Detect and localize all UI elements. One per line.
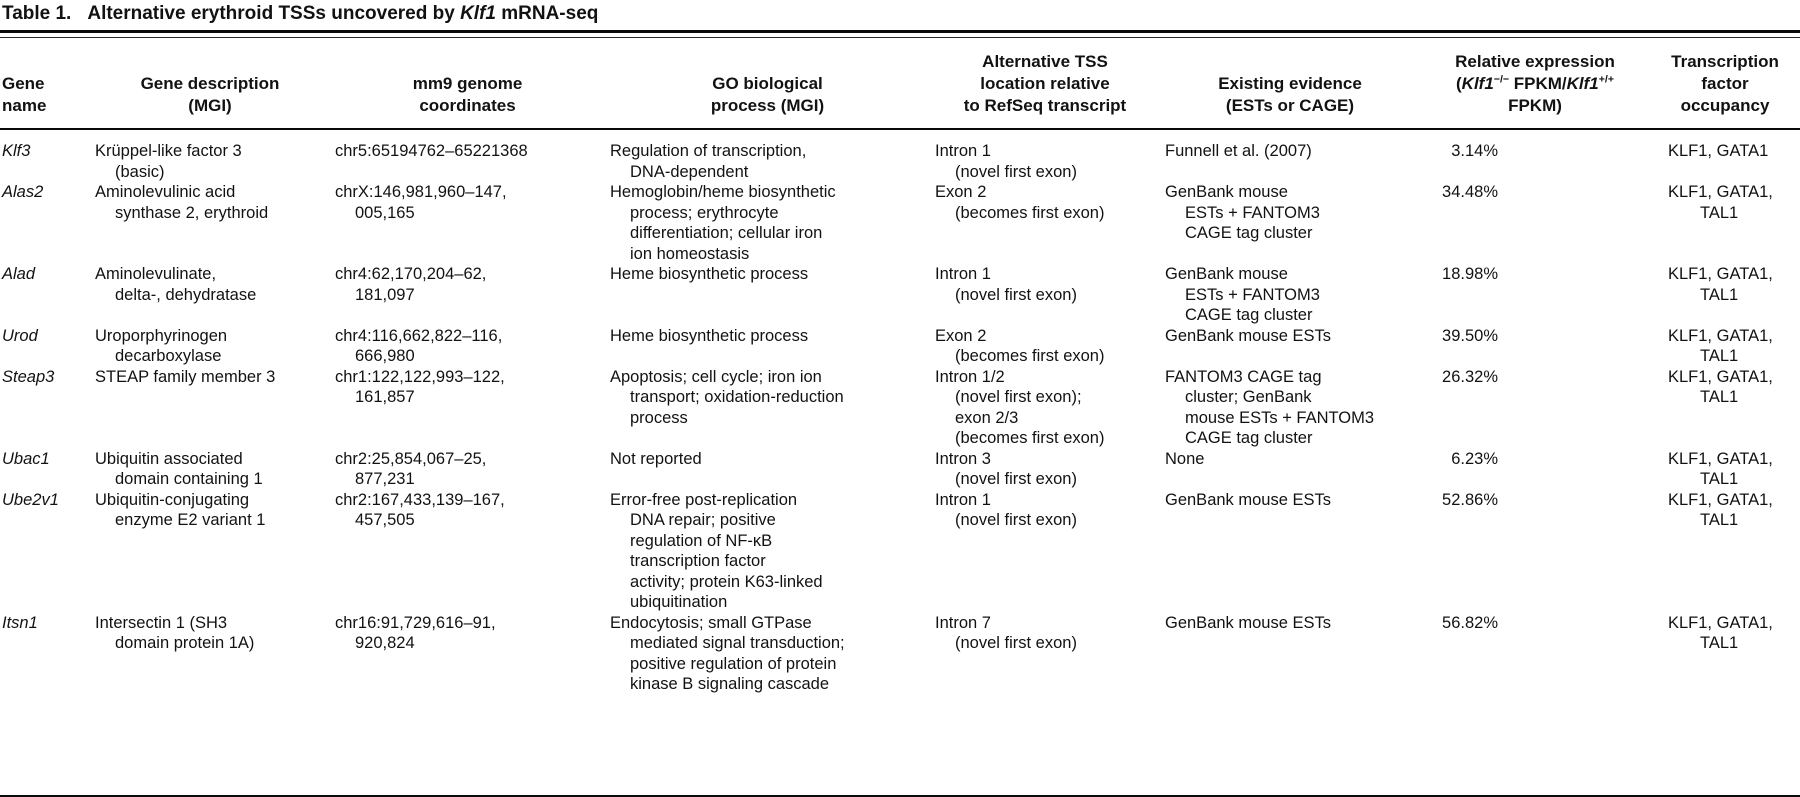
header-row: Gene name Gene description (MGI) mm9 gen… bbox=[0, 38, 1800, 130]
tss-location-cell: Intron 1 (novel first exon) bbox=[935, 142, 1077, 181]
gene-name-cell: Itsn1 bbox=[2, 613, 38, 632]
go-process-cell: Endocytosis; small GTPase mediated signa… bbox=[610, 613, 845, 694]
genome-coordinates-cell: chr4:62,170,204–62, 181,097 bbox=[335, 265, 487, 304]
genome-coordinates-cell: chr4:116,662,822–116, 666,980 bbox=[335, 326, 503, 366]
rel-expr-mid: FPKM/ bbox=[1509, 74, 1567, 93]
rel-expr-gene1-italic: Klf1 bbox=[1461, 74, 1494, 93]
relative-expression-cell: 34.48% bbox=[1442, 183, 1498, 201]
tss-location-cell: Intron 3 (novel first exon) bbox=[935, 449, 1077, 489]
genome-coordinates-cell: chr5:65194762–65221368 bbox=[335, 142, 528, 160]
table-row: Urod Uroporphyrinogen decarboxylase chr4… bbox=[0, 326, 1800, 367]
gene-description-cell: STEAP family member 3 bbox=[95, 367, 276, 386]
go-process-cell: Apoptosis; cell cycle; iron ion transpor… bbox=[610, 367, 844, 427]
gene-name-cell: Steap3 bbox=[2, 367, 55, 386]
genome-coordinates-cell: chr2:25,854,067–25, 877,231 bbox=[335, 449, 487, 489]
table-row: Klf3 Krüppel-like factor 3 (basic) chr5:… bbox=[0, 129, 1800, 182]
table-header: Gene name Gene description (MGI) mm9 gen… bbox=[0, 38, 1800, 130]
existing-evidence-cell: FANTOM3 CAGE tag cluster; GenBank mouse … bbox=[1165, 367, 1375, 448]
go-process-cell: Heme biosynthetic process bbox=[610, 265, 809, 283]
existing-evidence-cell: GenBank mouse ESTs bbox=[1165, 326, 1331, 345]
existing-evidence-cell: GenBank mouse ESTs + FANTOM3 CAGE tag cl… bbox=[1165, 265, 1320, 324]
table-row: Alad Aminolevulinate, delta-, dehydratas… bbox=[0, 264, 1800, 326]
rel-expr-gene2-italic: Klf1 bbox=[1566, 74, 1599, 93]
table-row: Ube2v1 Ubiquitin-conjugating enzyme E2 v… bbox=[0, 490, 1800, 613]
tf-occupancy-cell: KLF1, GATA1, TAL1 bbox=[1668, 367, 1773, 407]
gene-name-cell: Alad bbox=[2, 265, 36, 283]
table-row: Itsn1 Intersectin 1 (SH3 domain protein … bbox=[0, 613, 1800, 797]
relative-expression-cell: 39.50% bbox=[1442, 326, 1498, 345]
alternative-tss-table: Gene name Gene description (MGI) mm9 gen… bbox=[0, 38, 1800, 797]
gene-description-cell: Aminolevulinic acid synthase 2, erythroi… bbox=[95, 183, 269, 222]
gene-description-cell: Krüppel-like factor 3 (basic) bbox=[95, 142, 242, 181]
column-header-tf-occupancy: Transcription factor occupancy bbox=[1650, 38, 1800, 130]
tss-location-cell: Exon 2 (becomes first exon) bbox=[935, 183, 1105, 222]
rel-expr-knockout-superscript: −/− bbox=[1493, 73, 1510, 86]
table-title-gene-italic: Klf1 bbox=[460, 3, 496, 24]
relative-expression-cell: 18.98% bbox=[1442, 265, 1498, 283]
existing-evidence-cell: Funnell et al. (2007) bbox=[1165, 142, 1312, 160]
relative-expression-cell: 3.14% bbox=[1451, 142, 1498, 160]
gene-name-cell: Klf3 bbox=[2, 142, 31, 160]
tf-occupancy-cell: KLF1, GATA1, TAL1 bbox=[1668, 613, 1773, 653]
tf-occupancy-cell: KLF1, GATA1 bbox=[1668, 142, 1769, 160]
column-header-tss-location: Alternative TSS location relative to Ref… bbox=[930, 38, 1160, 130]
column-header-gene-name: Gene name bbox=[0, 38, 90, 130]
top-thin-rule bbox=[0, 37, 1800, 38]
go-process-cell: Heme biosynthetic process bbox=[610, 326, 809, 345]
column-header-relative-expression: Relative expression (Klf1−/− FPKM/Klf1+/+… bbox=[1420, 38, 1650, 130]
tss-location-cell: Intron 1 (novel first exon) bbox=[935, 490, 1077, 530]
table-title-text: Alternative erythroid TSSs uncovered by bbox=[87, 3, 461, 24]
gene-description-cell: Uroporphyrinogen decarboxylase bbox=[95, 326, 228, 366]
gene-description-cell: Ubiquitin-conjugating enzyme E2 variant … bbox=[95, 490, 266, 530]
column-header-existing-evidence: Existing evidence (ESTs or CAGE) bbox=[1160, 38, 1420, 130]
relative-expression-cell: 6.23% bbox=[1451, 449, 1498, 468]
genome-coordinates-cell: chr1:122,122,993–122, 161,857 bbox=[335, 367, 505, 407]
go-process-cell: Hemoglobin/heme biosynthetic process; er… bbox=[610, 183, 836, 263]
gene-description-cell: Intersectin 1 (SH3 domain protein 1A) bbox=[95, 613, 255, 653]
tf-occupancy-cell: KLF1, GATA1, TAL1 bbox=[1668, 490, 1773, 530]
column-header-gene-description: Gene description (MGI) bbox=[90, 38, 330, 130]
go-process-cell: Not reported bbox=[610, 449, 702, 468]
tf-occupancy-cell: KLF1, GATA1, TAL1 bbox=[1668, 183, 1773, 222]
existing-evidence-cell: GenBank mouse ESTs bbox=[1165, 613, 1331, 632]
table-title-suffix: mRNA-seq bbox=[495, 3, 599, 24]
rel-expr-open-paren: ( bbox=[1456, 74, 1462, 93]
rel-expr-line3: FPKM) bbox=[1508, 96, 1562, 115]
tf-occupancy-cell: KLF1, GATA1, TAL1 bbox=[1668, 265, 1773, 304]
genome-coordinates-cell: chr16:91,729,616–91, 920,824 bbox=[335, 613, 496, 653]
existing-evidence-cell: GenBank mouse ESTs + FANTOM3 CAGE tag cl… bbox=[1165, 183, 1320, 242]
tss-location-cell: Intron 1 (novel first exon) bbox=[935, 265, 1077, 304]
table-number-label: Table 1. bbox=[2, 3, 72, 24]
table-row: Ubac1 Ubiquitin associated domain contai… bbox=[0, 449, 1800, 490]
go-process-cell: Error-free post-replication DNA repair; … bbox=[610, 490, 823, 612]
rel-expr-wildtype-superscript: +/+ bbox=[1598, 73, 1614, 86]
table-body: Klf3 Krüppel-like factor 3 (basic) chr5:… bbox=[0, 129, 1800, 796]
tss-location-cell: Exon 2 (becomes first exon) bbox=[935, 326, 1105, 366]
existing-evidence-cell: None bbox=[1165, 449, 1205, 468]
gene-description-cell: Ubiquitin associated domain containing 1 bbox=[95, 449, 263, 489]
table-row: Steap3 STEAP family member 3 chr1:122,12… bbox=[0, 367, 1800, 449]
genome-coordinates-cell: chr2:167,433,139–167, 457,505 bbox=[335, 490, 505, 530]
go-process-cell: Regulation of transcription, DNA-depende… bbox=[610, 142, 807, 181]
rel-expr-line1: Relative expression bbox=[1455, 52, 1615, 71]
genome-coordinates-cell: chrX:146,981,960–147, 005,165 bbox=[335, 183, 507, 222]
relative-expression-cell: 26.32% bbox=[1442, 367, 1498, 386]
gene-description-cell: Aminolevulinate, delta-, dehydratase bbox=[95, 265, 257, 304]
table-title: Table 1. Alternative erythroid TSSs uncov… bbox=[0, 0, 1800, 33]
column-header-go-process: GO biological process (MGI) bbox=[605, 38, 930, 130]
tf-occupancy-cell: KLF1, GATA1, TAL1 bbox=[1668, 326, 1773, 366]
gene-name-cell: Ubac1 bbox=[2, 449, 50, 468]
gene-name-cell: Ube2v1 bbox=[2, 490, 59, 509]
tss-location-cell: Intron 7 (novel first exon) bbox=[935, 613, 1077, 653]
relative-expression-cell: 52.86% bbox=[1442, 490, 1498, 509]
table-row: Alas2 Aminolevulinic acid synthase 2, er… bbox=[0, 182, 1800, 264]
column-header-genome-coordinates: mm9 genome coordinates bbox=[330, 38, 605, 130]
gene-name-cell: Urod bbox=[2, 326, 38, 345]
tf-occupancy-cell: KLF1, GATA1, TAL1 bbox=[1668, 449, 1773, 489]
relative-expression-cell: 56.82% bbox=[1442, 613, 1498, 632]
existing-evidence-cell: GenBank mouse ESTs bbox=[1165, 490, 1331, 509]
tss-location-cell: Intron 1/2 (novel first exon); exon 2/3 … bbox=[935, 367, 1105, 448]
gene-name-cell: Alas2 bbox=[2, 183, 44, 201]
